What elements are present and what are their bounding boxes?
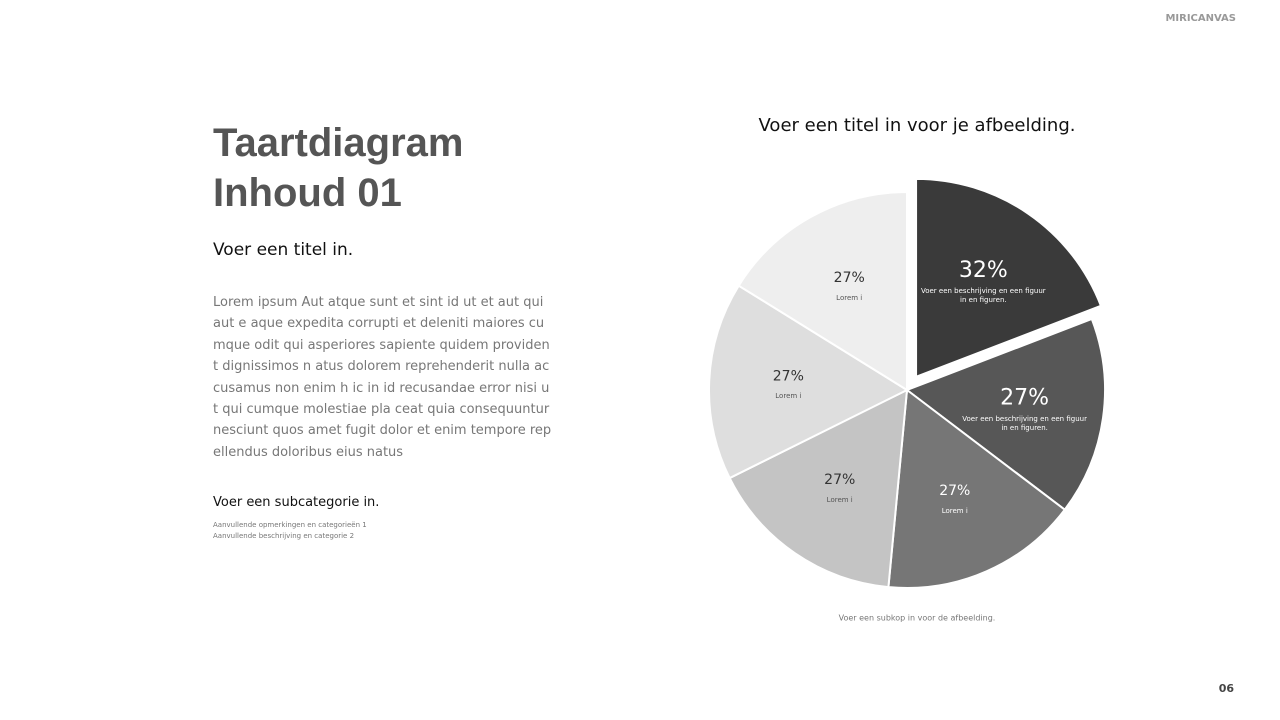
slice-value-label: 27% xyxy=(824,472,855,488)
slice-label-box: Lorem i xyxy=(826,495,853,504)
slice-label-box: Voer een beschrijving en een figuur in e… xyxy=(962,414,1087,432)
pie-slice xyxy=(728,388,909,589)
subtitle: Voer een titel in. xyxy=(213,240,354,260)
slice-label-box: Lorem i xyxy=(775,392,802,401)
note: Aanvullende opmerkingen en categorieën 1 xyxy=(213,521,367,529)
note: Aanvullende beschrijving en categorie 2 xyxy=(213,532,355,540)
slice-value-label: 27% xyxy=(834,270,865,286)
slice-category-label: Lorem i xyxy=(941,506,968,515)
pie-slice xyxy=(887,388,1067,589)
slice-label-box: Lorem i xyxy=(836,294,863,303)
slice-category-label: Lorem i xyxy=(836,294,863,303)
slice-category-label: Lorem i xyxy=(826,495,853,504)
brand: MIRICANVAS xyxy=(1165,13,1236,24)
pie-slice xyxy=(737,190,908,392)
subcategory: Voer een subcategorie in. xyxy=(213,495,380,510)
slice-value-label: 27% xyxy=(773,368,804,384)
chart-title: Voer een titel in voor je afbeelding. xyxy=(759,115,1076,136)
slice-label-box: Lorem i xyxy=(941,506,968,515)
slice-value-label: 27% xyxy=(1000,386,1049,411)
pie-slice xyxy=(708,284,910,480)
heading: Taartdiagram Inhoud 01 xyxy=(213,118,463,218)
pie-slice xyxy=(904,317,1106,512)
slice-label-box: Voer een beschrijving en een figuur in e… xyxy=(920,286,1046,304)
slice-category-label: Voer een beschrijving en een figuur in e… xyxy=(962,414,1087,432)
notes: Aanvullende opmerkingen en categorieën 1… xyxy=(213,520,367,542)
heading-line: Taartdiagram xyxy=(213,121,464,165)
slice-category-label: Lorem i xyxy=(775,392,802,401)
body-text: Lorem ipsum Aut atque sunt et sint id ut… xyxy=(213,295,552,460)
slice-value-label: 27% xyxy=(939,483,970,499)
page-number: 06 xyxy=(1218,682,1234,695)
slice-category-label: Voer een beschrijving en een figuur in e… xyxy=(920,286,1046,304)
heading-line: Inhoud 01 xyxy=(213,171,402,215)
slice-value-label: 32% xyxy=(959,258,1008,283)
chart-subtitle: Voer een subkop in voor de afbeelding. xyxy=(839,614,996,623)
pie-slice xyxy=(915,177,1103,379)
